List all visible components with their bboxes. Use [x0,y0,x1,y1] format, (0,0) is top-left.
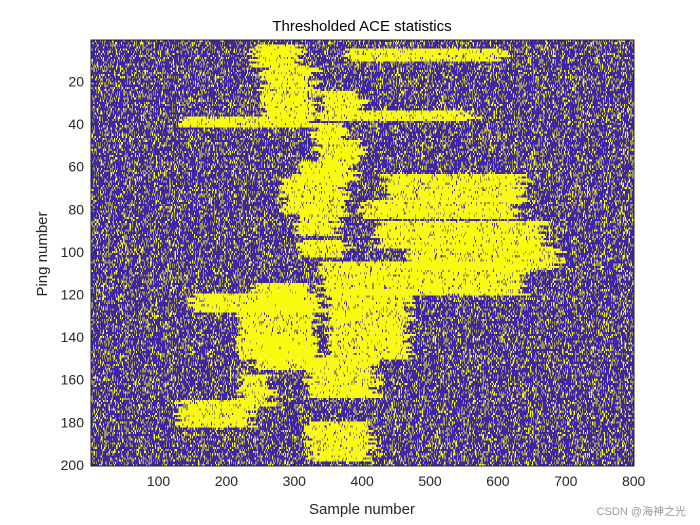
y-tick-label: 60 [68,159,84,175]
y-tick-label: 180 [61,414,85,430]
x-axis-label: Sample number [309,501,415,518]
y-tick-label: 80 [68,201,84,217]
chart-title: Thresholded ACE statistics [272,18,451,35]
x-tick-label: 700 [554,473,578,489]
y-axis-label: Ping number [34,211,51,296]
plot-area [91,40,634,466]
x-tick-label: 200 [215,473,239,489]
y-tick-label: 120 [61,287,85,303]
watermark-text: CSDN @海神之光 [596,506,686,518]
x-tick-label: 500 [418,473,442,489]
x-tick-label: 600 [486,473,510,489]
x-axis: 100 200 300 400 500 600 700 800 [147,40,646,489]
y-tick-label: 100 [61,244,85,260]
y-axis: 20 40 60 80 100 120 140 160 180 200 [61,74,634,473]
y-tick-label: 140 [61,329,85,345]
plot-frame [90,39,635,467]
y-tick-label: 20 [68,74,84,90]
y-tick-label: 160 [61,372,85,388]
y-tick-label: 200 [61,457,85,473]
x-tick-label: 800 [622,473,646,489]
x-tick-label: 100 [147,473,171,489]
x-tick-label: 400 [350,473,374,489]
x-tick-label: 300 [283,473,307,489]
y-tick-label: 40 [68,116,84,132]
heatmap-image [91,40,634,466]
